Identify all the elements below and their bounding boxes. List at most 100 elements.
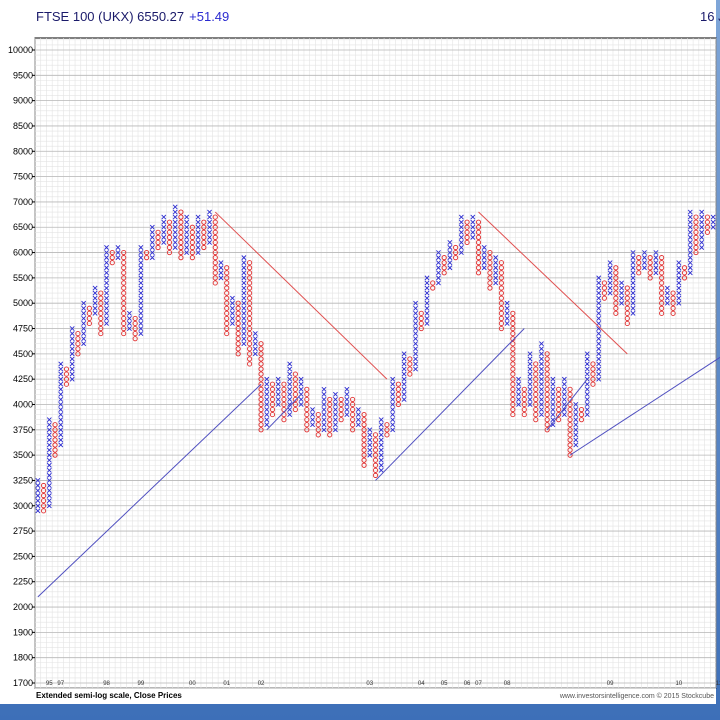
plot-frame <box>34 37 717 689</box>
o-column <box>430 280 436 291</box>
y-tick-label: 7000 <box>13 197 33 207</box>
x-column <box>332 391 338 433</box>
o-column <box>166 219 173 256</box>
x-column <box>687 209 693 276</box>
x-column <box>573 402 579 448</box>
x-column <box>516 376 522 407</box>
x-column <box>126 310 132 331</box>
y-tick-label: 4000 <box>13 399 33 409</box>
o-column <box>395 381 401 408</box>
o-column <box>327 396 333 438</box>
o-column <box>201 219 207 251</box>
y-tick-label: 3750 <box>13 425 33 435</box>
x-column <box>310 407 315 428</box>
x-column <box>138 245 144 337</box>
x-column <box>275 376 281 407</box>
date: 16 J <box>700 9 720 24</box>
o-column <box>269 381 276 418</box>
o-column <box>361 412 367 468</box>
o-column <box>189 224 195 261</box>
o-column <box>453 244 459 261</box>
x-column <box>195 214 201 256</box>
x-column <box>321 386 327 433</box>
o-column <box>155 229 161 251</box>
x-column <box>424 275 430 326</box>
x-column <box>35 477 41 514</box>
o-column <box>132 315 138 342</box>
o-column <box>350 396 356 433</box>
o-column <box>418 310 424 332</box>
year-label: 99 <box>138 681 145 687</box>
x-column <box>92 285 98 316</box>
marks <box>35 204 720 598</box>
x-column <box>229 295 235 326</box>
x-column <box>81 300 87 347</box>
x-column <box>550 376 556 428</box>
y-tick-label: 2750 <box>13 526 33 536</box>
o-column <box>247 260 253 367</box>
y-tick-label: 6500 <box>13 222 33 232</box>
y-tick-label: 3500 <box>13 450 33 460</box>
x-column <box>390 376 396 433</box>
x-column <box>207 209 212 245</box>
o-column <box>98 290 104 337</box>
o-column <box>144 249 150 261</box>
y-tick-label: 5500 <box>13 273 33 283</box>
o-column <box>533 361 539 423</box>
y-tick-label: 4500 <box>13 349 33 359</box>
trend-line <box>478 211 628 355</box>
x-column <box>69 326 75 382</box>
o-column <box>52 422 58 458</box>
x-column <box>264 376 270 428</box>
x-column <box>676 260 682 306</box>
o-column <box>258 341 264 433</box>
o-column <box>235 300 241 357</box>
year-label: 05 <box>441 681 448 687</box>
o-column <box>590 361 596 387</box>
x-column <box>493 255 499 286</box>
x-column <box>653 250 659 276</box>
o-column <box>121 249 127 337</box>
chart-title: FTSE 100 (UKX) 6550.27 <box>36 9 184 24</box>
scale-note: Extended semi-log scale, Close Prices <box>36 691 182 700</box>
y-tick-label: 2500 <box>13 551 33 561</box>
year-label: 11 <box>716 681 720 687</box>
price-change: +51.49 <box>189 9 229 24</box>
x-column <box>58 361 64 448</box>
x-column <box>184 214 190 256</box>
year-label: 95 <box>46 681 53 687</box>
x-column <box>46 417 52 509</box>
o-column <box>464 219 470 245</box>
x-column <box>447 239 453 271</box>
x-column <box>436 250 441 286</box>
year-label: 04 <box>418 681 425 687</box>
o-column <box>41 482 47 514</box>
year-label: 97 <box>57 681 64 687</box>
o-column <box>613 265 619 316</box>
x-column <box>607 260 613 296</box>
o-column <box>407 356 413 377</box>
o-column <box>704 214 710 235</box>
y-tick-label: 8000 <box>13 146 33 156</box>
year-label: 00 <box>189 681 196 687</box>
o-column <box>315 412 321 438</box>
x-column <box>619 280 625 306</box>
o-column <box>670 290 676 316</box>
y-tick-label: 9500 <box>13 70 33 80</box>
o-column <box>636 255 642 276</box>
x-column <box>241 255 247 347</box>
x-column <box>642 250 647 271</box>
o-column <box>178 209 184 261</box>
trend-line <box>546 378 588 431</box>
x-column <box>561 376 567 418</box>
o-column <box>441 255 447 276</box>
o-column <box>556 386 562 423</box>
year-label: 06 <box>464 681 471 687</box>
y-tick-label: 8500 <box>13 121 33 131</box>
y-tick-label: 1700 <box>13 678 33 688</box>
o-column <box>578 406 585 423</box>
o-column <box>681 265 688 281</box>
x-column <box>539 341 544 418</box>
o-column <box>475 219 482 276</box>
